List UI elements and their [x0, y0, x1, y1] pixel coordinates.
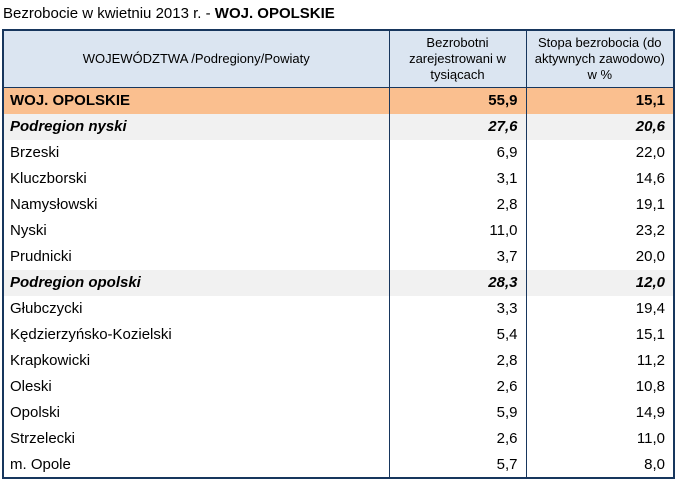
- row-rate-cell: 19,4: [525, 295, 674, 322]
- table-row: WOJ. OPOLSKIE 55,9 15,1: [3, 87, 674, 114]
- row-unemployed-cell: 28,3: [388, 269, 526, 296]
- row-rate-cell: 15,1: [525, 87, 674, 114]
- table-header-row: WOJEWÓDZTWA /Podregiony/Powiaty Bezrobot…: [3, 30, 674, 88]
- row-unemployed-cell: 3,3: [388, 295, 526, 322]
- table-row: Strzelecki 2,6 11,0: [3, 425, 674, 452]
- column-header-rate: Stopa bezrobocia (do aktywnych zawodowo)…: [525, 30, 674, 88]
- table-row: Krapkowicki 2,8 11,2: [3, 347, 674, 374]
- row-unemployed-cell: 2,8: [388, 191, 526, 218]
- row-territory-cell: Opolski: [3, 399, 389, 426]
- table-row: Prudnicki 3,7 20,0: [3, 243, 674, 270]
- table-row: Namysłowski 2,8 19,1: [3, 191, 674, 218]
- row-territory-cell: Kędzierzyńsko-Kozielski: [3, 321, 389, 348]
- row-rate-cell: 23,2: [525, 217, 674, 244]
- row-territory-cell: Podregion nyski: [3, 113, 389, 140]
- table-row: Opolski 5,9 14,9: [3, 399, 674, 426]
- row-territory-cell: Krapkowicki: [3, 347, 389, 374]
- row-territory-cell: m. Opole: [3, 451, 389, 478]
- row-territory-cell: Głubczycki: [3, 295, 389, 322]
- row-unemployed-cell: 5,7: [388, 451, 526, 478]
- row-territory-cell: Brzeski: [3, 139, 389, 166]
- column-header-territory: WOJEWÓDZTWA /Podregiony/Powiaty: [3, 30, 389, 88]
- page-title-region: WOJ. OPOLSKIE: [214, 5, 335, 22]
- row-unemployed-cell: 3,7: [388, 243, 526, 270]
- row-rate-cell: 11,2: [525, 347, 674, 374]
- table-header: WOJEWÓDZTWA /Podregiony/Powiaty Bezrobot…: [3, 30, 674, 88]
- row-territory-cell: Strzelecki: [3, 425, 389, 452]
- row-unemployed-cell: 5,9: [388, 399, 526, 426]
- table-row: m. Opole 5,7 8,0: [3, 451, 674, 478]
- row-rate-cell: 20,0: [525, 243, 674, 270]
- row-rate-cell: 15,1: [525, 321, 674, 348]
- row-unemployed-cell: 2,6: [388, 373, 526, 400]
- table-row: Kędzierzyńsko-Kozielski 5,4 15,1: [3, 321, 674, 348]
- table-row: Oleski 2,6 10,8: [3, 373, 674, 400]
- row-territory-cell: Oleski: [3, 373, 389, 400]
- row-rate-cell: 10,8: [525, 373, 674, 400]
- row-rate-cell: 20,6: [525, 113, 674, 140]
- row-unemployed-cell: 55,9: [388, 87, 526, 114]
- row-territory-cell: Podregion opolski: [3, 269, 389, 296]
- row-territory-cell: Namysłowski: [3, 191, 389, 218]
- row-rate-cell: 14,6: [525, 165, 674, 192]
- column-header-unemployed: Bezrobotni zarejestrowani w tysiącach: [388, 30, 526, 88]
- row-territory-cell: Kluczborski: [3, 165, 389, 192]
- row-rate-cell: 12,0: [525, 269, 674, 296]
- row-unemployed-cell: 27,6: [388, 113, 526, 140]
- row-rate-cell: 19,1: [525, 191, 674, 218]
- unemployment-table: WOJEWÓDZTWA /Podregiony/Powiaty Bezrobot…: [2, 29, 675, 479]
- row-territory-cell: Nyski: [3, 217, 389, 244]
- table-body: WOJ. OPOLSKIE 55,9 15,1 Podregion nyski 27,6…: [3, 87, 674, 478]
- table-row: Podregion opolski 28,3 12,0: [3, 269, 674, 296]
- row-unemployed-cell: 11,0: [388, 217, 526, 244]
- row-rate-cell: 8,0: [525, 451, 674, 478]
- row-unemployed-cell: 6,9: [388, 139, 526, 166]
- row-territory-cell: WOJ. OPOLSKIE: [3, 87, 389, 114]
- row-rate-cell: 14,9: [525, 399, 674, 426]
- row-territory-cell: Prudnicki: [3, 243, 389, 270]
- row-rate-cell: 11,0: [525, 425, 674, 452]
- table-row: Kluczborski 3,1 14,6: [3, 165, 674, 192]
- page-title-prefix: Bezrobocie w kwietniu 2013 r. -: [3, 5, 215, 22]
- row-unemployed-cell: 2,6: [388, 425, 526, 452]
- row-unemployed-cell: 5,4: [388, 321, 526, 348]
- page-title: Bezrobocie w kwietniu 2013 r. - WOJ. OPO…: [2, 3, 674, 29]
- table-row: Brzeski 6,9 22,0: [3, 139, 674, 166]
- table-row: Podregion nyski 27,6 20,6: [3, 113, 674, 140]
- table-row: Nyski 11,0 23,2: [3, 217, 674, 244]
- row-rate-cell: 22,0: [525, 139, 674, 166]
- row-unemployed-cell: 2,8: [388, 347, 526, 374]
- table-row: Głubczycki 3,3 19,4: [3, 295, 674, 322]
- row-unemployed-cell: 3,1: [388, 165, 526, 192]
